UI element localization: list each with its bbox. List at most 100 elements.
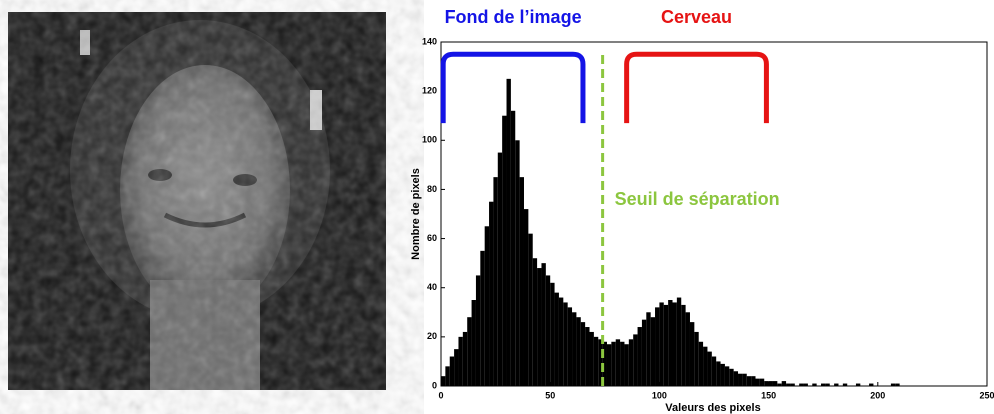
bar [480, 250, 485, 386]
bar [593, 336, 599, 386]
bar [895, 383, 900, 386]
bar [523, 209, 529, 386]
y-tick-label: 80 [427, 184, 437, 194]
bar [537, 268, 542, 386]
bar [790, 383, 795, 386]
bar [624, 344, 629, 386]
bar [598, 339, 603, 386]
bar [475, 275, 481, 386]
range-bracket [440, 51, 586, 124]
bar [890, 383, 896, 386]
x-tick-label: 200 [870, 390, 885, 400]
bar [755, 378, 760, 386]
bar [772, 381, 778, 386]
bar [554, 292, 559, 386]
bar [663, 304, 669, 386]
bar [615, 339, 621, 386]
bar [550, 282, 555, 386]
bar [711, 356, 717, 386]
bar [689, 322, 695, 386]
bar [694, 331, 699, 386]
bar [720, 363, 725, 386]
bar [738, 373, 743, 386]
bar [724, 366, 730, 386]
bar [454, 349, 459, 386]
bar [676, 297, 682, 386]
bar [515, 140, 520, 386]
x-tick-label: 250 [979, 390, 994, 400]
bar [462, 331, 468, 386]
x-tick-label: 50 [545, 390, 555, 400]
bar [471, 300, 476, 386]
bar [637, 327, 642, 386]
y-tick-label: 20 [427, 331, 437, 341]
bar [484, 226, 490, 386]
bar [659, 302, 664, 386]
mri-image [8, 12, 386, 390]
bar [458, 336, 463, 386]
bar [589, 331, 594, 386]
bar [489, 201, 494, 386]
bar [707, 351, 712, 386]
bar [742, 373, 747, 386]
bar [751, 376, 756, 386]
bar [869, 383, 874, 386]
range-label: Cerveau [661, 7, 732, 27]
bar [572, 312, 577, 386]
threshold-label: Seuil de séparation [615, 189, 780, 209]
bar [668, 300, 673, 386]
bar [510, 110, 516, 387]
bar [532, 258, 538, 386]
x-tick-label: 100 [652, 390, 667, 400]
bar [467, 317, 472, 386]
bar [541, 263, 546, 386]
bar [563, 302, 568, 386]
bar [449, 356, 455, 386]
bar [519, 177, 524, 386]
bar [703, 346, 708, 386]
bar [716, 361, 721, 386]
bar [825, 383, 830, 386]
bar [620, 341, 625, 386]
bar [445, 366, 450, 386]
bar [602, 341, 607, 386]
bar [803, 383, 808, 386]
bar [528, 233, 533, 386]
bar [441, 376, 446, 386]
plot-frame [440, 41, 988, 387]
bar [585, 327, 590, 386]
bar [681, 304, 686, 386]
bar [781, 381, 787, 386]
bar [733, 371, 739, 386]
bar [799, 383, 804, 386]
bar [729, 368, 734, 386]
bar [655, 307, 660, 386]
bar [646, 312, 651, 386]
range-label: Fond de l’image [445, 7, 582, 27]
bar [502, 115, 507, 386]
bar [567, 307, 573, 386]
bar [672, 302, 677, 386]
bar [558, 297, 564, 386]
x-tick-label: 0 [438, 390, 443, 400]
y-tick-label: 100 [422, 135, 437, 145]
bar [768, 381, 773, 386]
bar [606, 344, 612, 386]
bar [777, 383, 782, 386]
bar [611, 341, 616, 386]
histogram-chart: 0 20 40 60 80 100 120 140 0 50 100 150 200 250 Fond de… [422, 7, 994, 401]
bar [545, 275, 551, 386]
bar [698, 341, 704, 386]
bar [576, 317, 581, 386]
x-axis-label: Valeurs des pixels [665, 402, 760, 414]
y-tick-label: 40 [427, 282, 437, 292]
range-bracket [624, 51, 769, 124]
bar [855, 383, 861, 386]
y-tick-label: 60 [427, 233, 437, 243]
bar [786, 383, 791, 386]
bar [759, 378, 765, 386]
bar [497, 152, 503, 386]
x-tick-label: 150 [761, 390, 776, 400]
bar [842, 383, 848, 386]
